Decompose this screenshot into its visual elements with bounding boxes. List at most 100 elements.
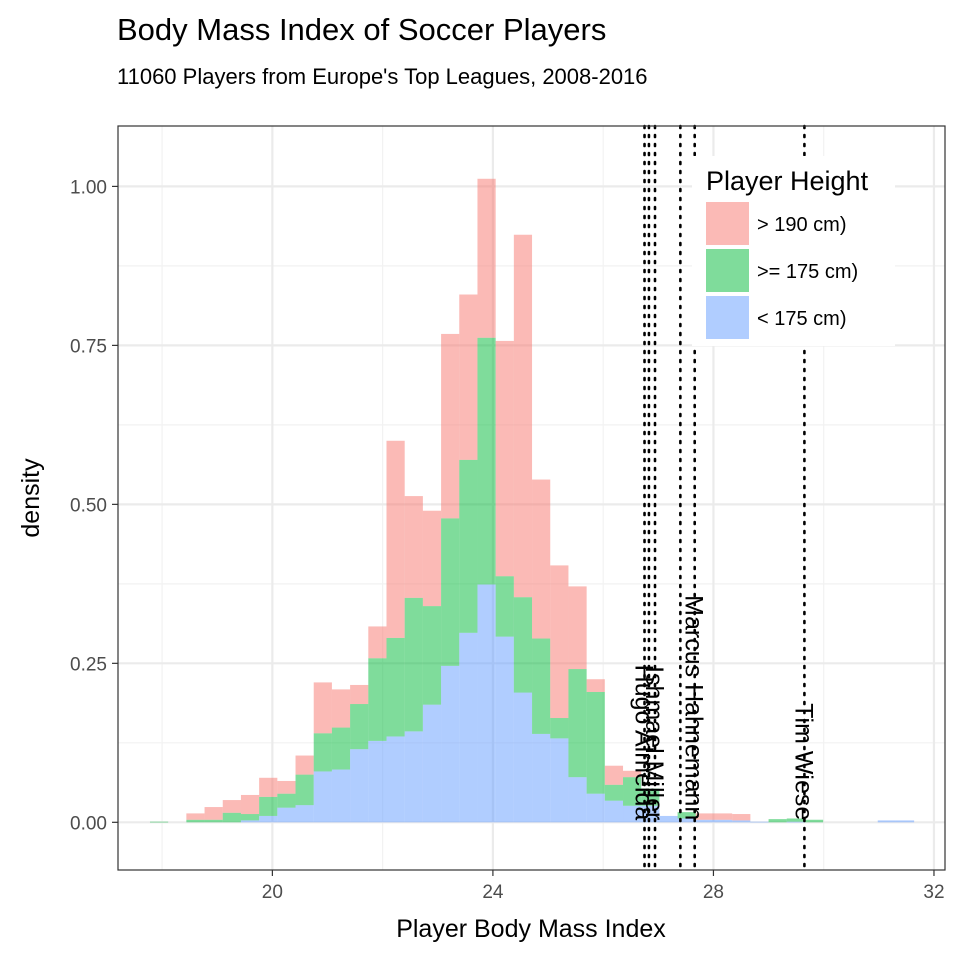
histogram-bar — [532, 479, 551, 639]
histogram-bar — [422, 704, 442, 823]
histogram-bar — [550, 718, 569, 739]
histogram-bar — [786, 821, 805, 823]
x-axis-title: Player Body Mass Index — [396, 915, 666, 943]
histogram-bar — [350, 684, 369, 705]
histogram-bar — [441, 518, 460, 666]
histogram-bar — [422, 606, 442, 705]
histogram-bar — [240, 814, 260, 821]
histogram-bar — [513, 234, 533, 598]
histogram-bar — [477, 337, 496, 585]
legend-label: < 175 cm) — [757, 308, 846, 330]
histogram-bar — [259, 796, 278, 816]
histogram-bar — [623, 777, 642, 806]
histogram-bar — [149, 821, 169, 823]
y-axis-title: density — [17, 458, 45, 538]
histogram-bar — [295, 755, 314, 775]
histogram-bar — [877, 820, 896, 823]
histogram-bar — [623, 805, 642, 823]
histogram-bar — [331, 689, 351, 728]
histogram-bar — [459, 459, 478, 633]
histogram-bar — [277, 780, 296, 794]
y-tick-label: 0.00 — [70, 813, 107, 834]
histogram-bar — [732, 820, 751, 823]
histogram-bar — [204, 819, 223, 823]
histogram-bar — [713, 813, 733, 820]
y-tick-label: 0.75 — [70, 336, 107, 357]
histogram-bar — [568, 669, 587, 778]
histogram-bar — [786, 818, 805, 822]
histogram-bar — [513, 597, 533, 693]
player-label: Tim Wiese — [789, 703, 817, 820]
histogram-bar — [495, 576, 514, 637]
histogram-bar — [313, 682, 332, 734]
histogram-bar — [313, 771, 332, 823]
plot-panel-border — [117, 125, 946, 871]
histogram-bar — [459, 632, 478, 823]
histogram-bar — [331, 769, 351, 823]
player-label: Marcus Hahnemann — [680, 595, 708, 820]
histogram-bar — [677, 818, 696, 823]
histogram-bar — [222, 812, 241, 823]
player-label: Ishmael Miller — [640, 666, 668, 820]
histogram-bar — [240, 820, 260, 823]
histogram-bar — [804, 819, 824, 823]
histogram-bar — [368, 658, 387, 741]
histogram-bar — [186, 813, 205, 820]
histogram-bar — [659, 815, 678, 823]
histogram-bar — [186, 819, 205, 823]
histogram-bar — [768, 819, 787, 823]
histogram-bar — [259, 815, 278, 823]
histogram-bar — [259, 777, 278, 797]
histogram-bar — [368, 740, 387, 823]
histogram-bar — [550, 738, 569, 823]
histogram-bar — [604, 800, 624, 823]
histogram-bar — [240, 794, 260, 815]
histogram-bar — [495, 340, 514, 577]
histogram-bar — [459, 294, 478, 460]
axes: 20 24 28 32 0.00 0.25 0.50 0.75 1.00 — [70, 177, 945, 903]
x-tick-label: 28 — [703, 882, 724, 903]
histogram-bar — [568, 777, 587, 823]
histogram-bar — [404, 597, 423, 732]
histogram-bar — [350, 749, 369, 823]
histogram-bar — [732, 814, 751, 821]
histogram-bar — [368, 626, 387, 659]
x-tick-label: 32 — [923, 882, 944, 903]
legend-label: > 190 cm) — [757, 214, 846, 236]
histogram-bar — [477, 584, 496, 823]
histogram-bar — [750, 821, 769, 823]
histogram-bar — [677, 812, 696, 819]
histogram-bar — [895, 820, 915, 823]
legend-swatch — [706, 249, 749, 292]
y-tick-label: 1.00 — [70, 177, 107, 198]
histogram-bar — [513, 692, 533, 823]
legend-swatch — [706, 296, 749, 339]
histogram-bar — [277, 807, 296, 823]
histogram-bar — [532, 638, 551, 734]
histogram-bar — [386, 637, 405, 737]
histogram-bar — [713, 819, 733, 823]
legend-title: Player Height — [706, 166, 869, 196]
histogram-bar — [422, 510, 442, 607]
histogram-bar — [350, 704, 369, 750]
histogram-bar — [404, 496, 423, 598]
histogram-bar — [441, 333, 460, 519]
histogram-bar — [295, 774, 314, 806]
histogram-bar — [204, 807, 223, 820]
histogram-bar — [586, 691, 605, 794]
histogram-bar — [495, 636, 514, 823]
chart-title: Body Mass Index of Soccer Players — [117, 12, 606, 47]
histogram-bar — [222, 800, 241, 813]
chart-subtitle: 11060 Players from Europe's Top Leagues,… — [117, 64, 648, 89]
legend: Player Height > 190 cm) >= 175 cm) < 175 cm… — [692, 156, 895, 346]
histogram-bar — [295, 805, 314, 823]
legend-label: >= 175 cm) — [757, 261, 858, 283]
histogram-bar — [313, 733, 332, 772]
player-label: Hugo Almeida — [630, 665, 658, 821]
histogram-bars — [149, 178, 915, 823]
histogram-bar — [586, 793, 605, 823]
histogram-bar — [586, 679, 605, 692]
legend-swatch — [706, 202, 749, 245]
